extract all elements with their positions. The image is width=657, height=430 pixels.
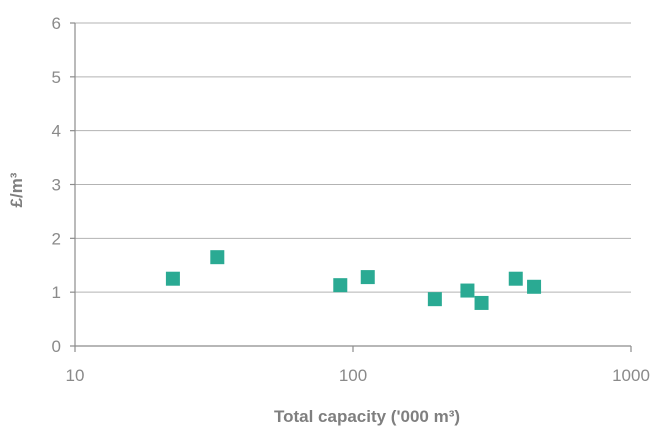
data-point-2 bbox=[210, 250, 225, 265]
data-points bbox=[165, 250, 542, 310]
y-tick-label: 6 bbox=[52, 14, 61, 33]
data-point-8 bbox=[508, 271, 523, 286]
tick-labels: 0 1 2 3 4 5 6 10 100 1000 bbox=[52, 14, 650, 385]
data-point-5 bbox=[427, 292, 442, 307]
x-tick-label: 10 bbox=[66, 366, 85, 385]
y-axis-title: £/m³ bbox=[7, 172, 26, 207]
x-tick-label: 1000 bbox=[612, 366, 650, 385]
x-axis-title: Total capacity ('000 m³) bbox=[274, 407, 460, 426]
y-tick-label: 5 bbox=[52, 68, 61, 87]
data-point-6 bbox=[460, 283, 475, 298]
data-point-4 bbox=[360, 270, 375, 285]
y-tick-label: 0 bbox=[52, 337, 61, 356]
gridlines bbox=[75, 22, 631, 293]
y-tick-label: 3 bbox=[52, 176, 61, 195]
y-tick-label: 2 bbox=[52, 229, 61, 248]
data-point-7 bbox=[474, 295, 489, 310]
axes bbox=[70, 22, 632, 352]
data-point-3 bbox=[333, 278, 348, 293]
data-point-1 bbox=[165, 271, 180, 286]
x-tick-label: 100 bbox=[339, 366, 367, 385]
y-tick-label: 1 bbox=[52, 283, 61, 302]
data-point-9 bbox=[527, 279, 542, 294]
y-tick-label: 4 bbox=[52, 122, 61, 141]
